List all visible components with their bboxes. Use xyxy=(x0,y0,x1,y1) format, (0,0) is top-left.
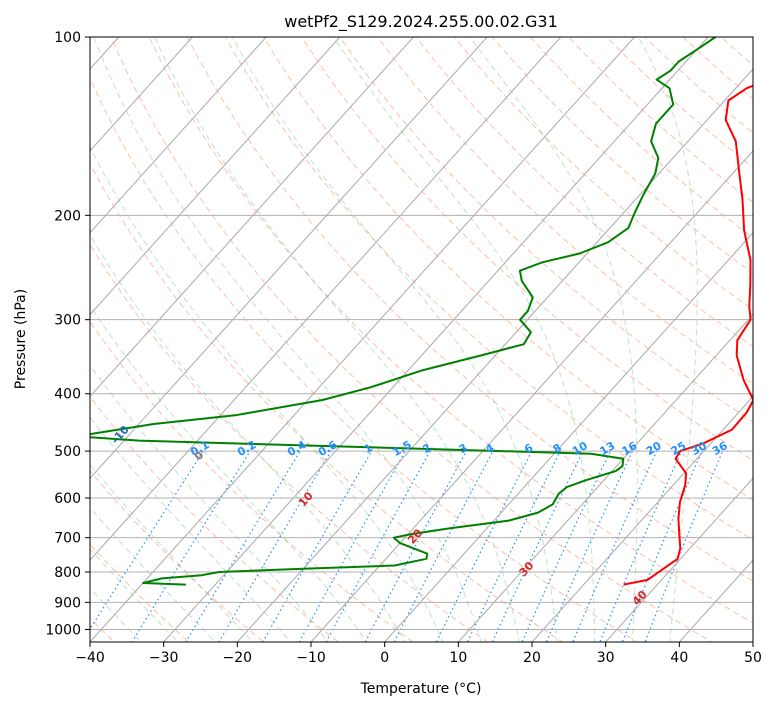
dry-adiabat-line xyxy=(415,37,753,348)
dry-adiabat-line xyxy=(644,37,753,134)
dry-adiabat-line xyxy=(377,37,753,385)
y-tick-label: 500 xyxy=(54,444,81,460)
y-axis-title: Pressure (hPa) xyxy=(13,289,29,389)
isotherm-line xyxy=(383,231,753,642)
isotherm-line xyxy=(90,37,488,480)
moist-adiabat-line xyxy=(333,37,596,642)
x-tick-label: 50 xyxy=(744,650,762,666)
moist-adiabat-line xyxy=(231,37,558,642)
y-axis: 100 200 300 400 500 600 700 800 900 1000 xyxy=(45,30,90,638)
isotherm-line xyxy=(90,37,415,398)
isotherm-line xyxy=(162,37,709,642)
mixing-ratio-line xyxy=(599,450,682,642)
plot-frame xyxy=(89,36,754,643)
isotherm-line xyxy=(90,37,267,234)
y-tick-label: 400 xyxy=(54,387,81,403)
y-tick-label: 100 xyxy=(54,30,81,46)
mixing-ratio-line xyxy=(621,450,703,642)
isotherm-line xyxy=(90,37,341,316)
isotherm-line xyxy=(604,477,753,642)
x-tick-label: 0 xyxy=(380,650,389,666)
isotherm-line xyxy=(90,37,562,561)
dry-adiabat-line xyxy=(90,162,564,642)
mixing-ratio-line xyxy=(393,450,494,642)
isotherm-line xyxy=(457,313,753,642)
dewpoint-trace xyxy=(90,37,717,586)
x-tick-label: −10 xyxy=(296,650,326,666)
moist-adiabat-line xyxy=(90,364,329,642)
chart-title: wetPf2_S129.2024.255.00.02.G31 xyxy=(284,12,558,32)
x-axis: −40 −30 −20 −10 0 10 20 30 40 50 xyxy=(75,642,762,666)
dry-adiabat-line xyxy=(339,37,753,423)
plot-area: 0.10.20.40.611.52346810131620253036-100-… xyxy=(90,37,753,642)
mixing-ratio-line xyxy=(262,450,373,642)
y-tick-label: 800 xyxy=(54,565,81,581)
dry-adiabats xyxy=(90,37,753,642)
dry-adiabat-line xyxy=(90,543,190,642)
isotherm-line xyxy=(310,150,753,642)
y-tick-label: 900 xyxy=(54,595,81,611)
dry-adiabat-line xyxy=(90,395,339,642)
dry-adiabat-line xyxy=(90,77,638,642)
x-tick-label: 30 xyxy=(597,650,615,666)
dry-adiabat-line xyxy=(148,37,753,624)
mixing-ratio-line xyxy=(131,450,251,642)
mixing-ratio-line xyxy=(644,450,724,642)
moist-adiabat-line xyxy=(637,37,698,642)
dry-adiabat-line xyxy=(224,37,753,541)
temperature-trace xyxy=(623,84,753,586)
x-tick-label: −40 xyxy=(75,650,105,666)
y-tick-label: 600 xyxy=(54,491,81,507)
sounding-traces xyxy=(90,37,753,586)
x-tick-label: 10 xyxy=(449,650,467,666)
isotherms xyxy=(90,37,753,642)
isotherm-line xyxy=(531,395,753,642)
y-tick-label: 300 xyxy=(54,313,81,329)
dry-adiabat-line xyxy=(90,243,489,642)
dry-adiabat-line xyxy=(606,37,753,169)
dry-adiabat-line xyxy=(186,37,753,582)
y-tick-label: 1000 xyxy=(45,622,81,638)
mixing-ratio-line xyxy=(491,450,584,642)
x-tick-label: 40 xyxy=(670,650,688,666)
mixing-ratio-line xyxy=(218,450,332,642)
x-tick-label: −20 xyxy=(223,650,253,666)
moist-adiabat-line xyxy=(469,37,638,642)
dry-adiabat-line xyxy=(567,37,753,203)
isotherm-line xyxy=(236,68,753,642)
mixing-ratio-line xyxy=(545,450,634,642)
dry-adiabat-line xyxy=(110,37,713,642)
isotherm-line xyxy=(90,37,636,642)
isobars xyxy=(90,37,753,630)
dry-adiabat-line xyxy=(262,37,753,501)
mixing-ratio-line xyxy=(572,450,658,642)
isotherm-line xyxy=(90,37,194,152)
y-tick-label: 200 xyxy=(54,208,81,224)
mixing-ratio-line xyxy=(435,450,533,642)
x-tick-label: −30 xyxy=(149,650,179,666)
x-axis-title: Temperature (°C) xyxy=(360,681,482,697)
mixing-ratio-line xyxy=(521,450,611,642)
y-tick-label: 700 xyxy=(54,531,81,547)
x-tick-label: 20 xyxy=(523,650,541,666)
mixing-ratio-line xyxy=(185,450,301,642)
